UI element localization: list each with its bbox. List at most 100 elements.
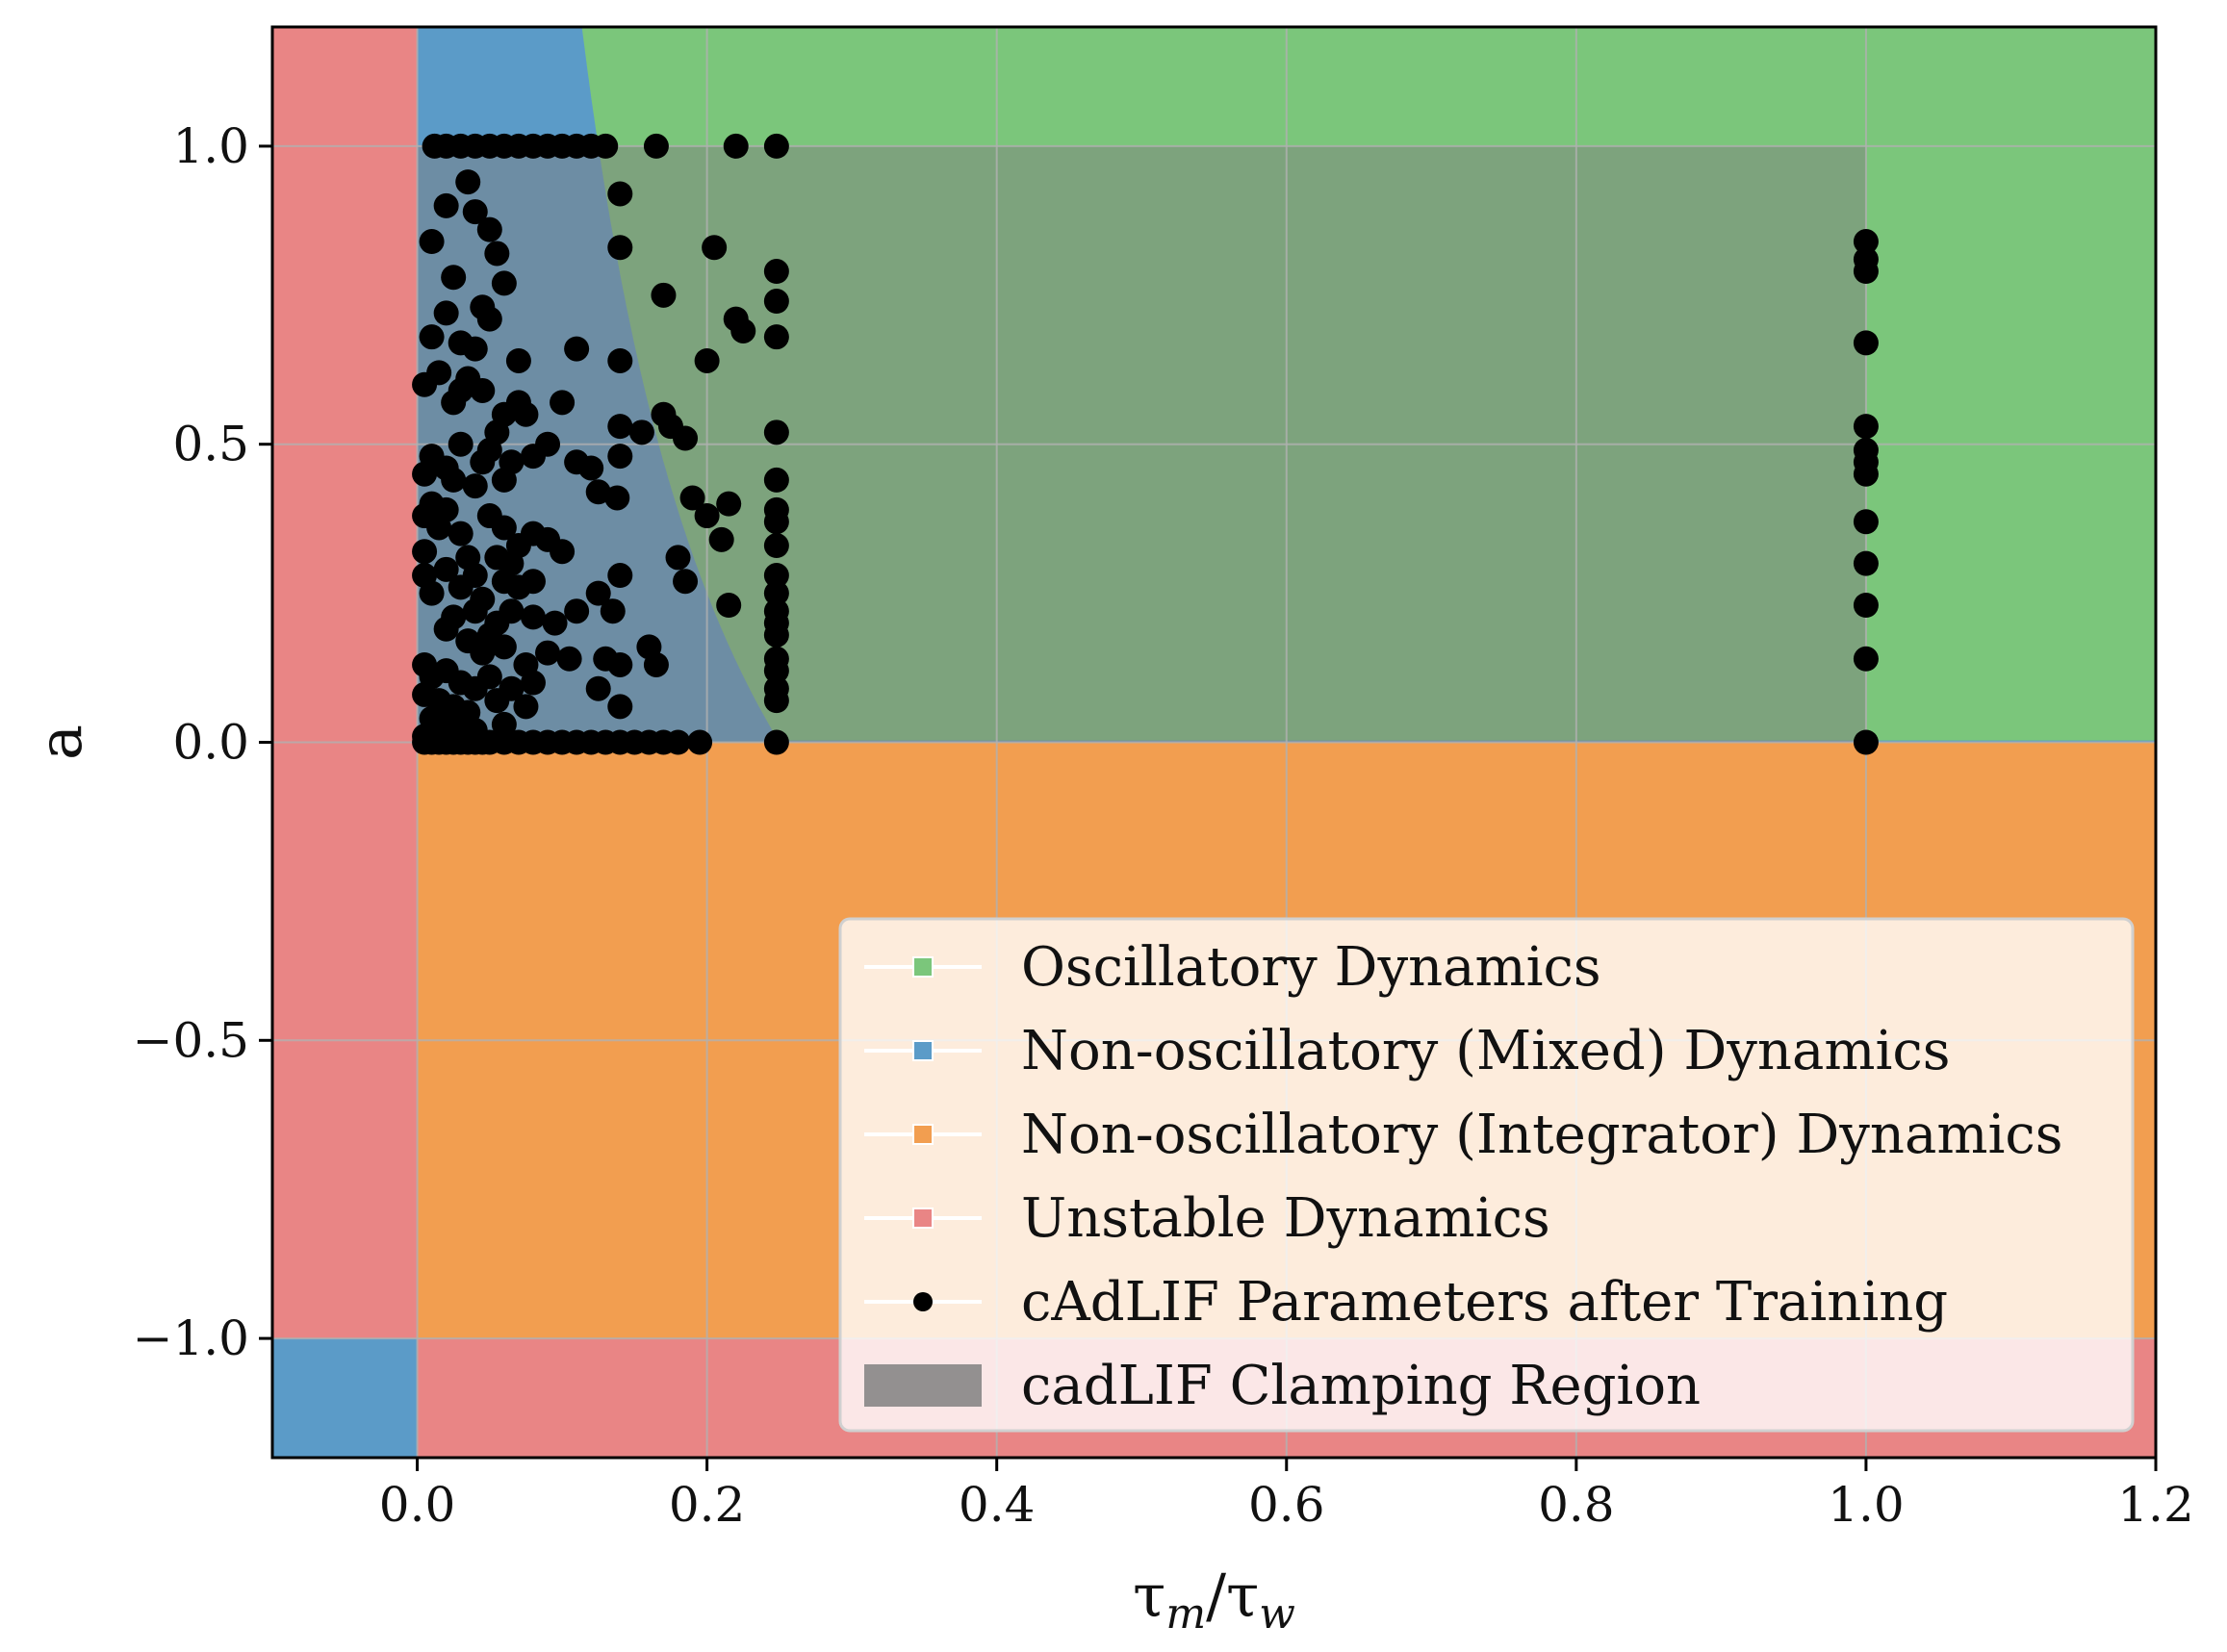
data-point	[550, 539, 576, 565]
data-point	[763, 324, 789, 350]
data-point	[499, 598, 525, 624]
data-point	[578, 455, 604, 481]
x-tick-label: 1.2	[2117, 1477, 2194, 1533]
data-point	[763, 289, 789, 315]
data-point	[412, 371, 438, 397]
legend-entry: cAdLIF Parameters after Training	[864, 1271, 1948, 1334]
data-point	[763, 563, 789, 589]
data-point	[763, 658, 789, 684]
data-point	[763, 729, 789, 755]
data-point	[1853, 229, 1879, 255]
data-point	[763, 509, 789, 535]
data-point	[687, 729, 713, 755]
data-point	[484, 419, 510, 445]
data-point	[1853, 646, 1879, 672]
data-point	[520, 604, 546, 630]
legend-entry: Non-oscillatory (Mixed) Dynamics	[864, 1020, 1950, 1082]
data-point	[585, 675, 611, 701]
data-point	[484, 241, 510, 267]
x-tick-label: 0.0	[379, 1477, 456, 1533]
data-point	[1853, 414, 1879, 440]
x-tick-label: 0.8	[1538, 1477, 1615, 1533]
data-point	[520, 670, 546, 696]
data-point	[763, 259, 789, 285]
data-point	[476, 306, 502, 332]
legend-marker	[912, 1040, 934, 1061]
data-point	[723, 133, 749, 159]
data-point	[607, 235, 633, 261]
data-point	[1853, 461, 1879, 487]
data-point	[542, 610, 568, 636]
data-point	[702, 235, 728, 261]
data-point	[651, 282, 677, 308]
data-point	[607, 444, 633, 470]
legend-entry: cadLIF Clamping Region	[864, 1355, 1701, 1417]
region-unstable-left	[272, 27, 418, 1339]
data-point	[433, 192, 459, 218]
data-point	[412, 461, 438, 487]
data-point	[448, 377, 474, 403]
legend-entry: Non-oscillatory (Integrator) Dynamics	[864, 1104, 2062, 1166]
data-point	[448, 521, 474, 546]
data-point	[1853, 729, 1879, 755]
y-tick-label: 0.0	[172, 715, 249, 771]
data-point	[419, 324, 445, 350]
y-tick-label: −1.0	[133, 1310, 249, 1366]
data-point	[708, 526, 734, 552]
x-tick-label: 0.6	[1248, 1477, 1325, 1533]
data-point	[556, 646, 582, 672]
data-point	[673, 569, 699, 595]
legend-label: cAdLIF Parameters after Training	[1021, 1271, 1948, 1334]
legend-label: Non-oscillatory (Integrator) Dynamics	[1021, 1104, 2062, 1166]
data-point	[484, 688, 510, 714]
legend-patch	[864, 1364, 982, 1407]
data-point	[1853, 592, 1879, 618]
data-point	[433, 556, 459, 582]
region-mixed-corner	[272, 1338, 418, 1458]
data-point	[470, 377, 496, 403]
legend-marker	[912, 956, 934, 978]
scatter-points-layer	[412, 133, 1879, 755]
data-point	[763, 467, 789, 493]
data-point	[491, 270, 517, 296]
legend-marker	[913, 1292, 933, 1311]
data-point	[763, 622, 789, 648]
x-tick-label: 1.0	[1828, 1477, 1905, 1533]
data-point	[476, 216, 502, 242]
data-point	[520, 569, 546, 595]
data-point	[628, 419, 654, 445]
legend-label: Non-oscillatory (Mixed) Dynamics	[1021, 1020, 1950, 1082]
data-point	[1853, 550, 1879, 576]
data-point	[694, 503, 720, 529]
data-point	[441, 467, 467, 493]
data-point	[448, 574, 474, 600]
data-point	[763, 580, 789, 606]
data-point	[730, 318, 756, 343]
data-point	[462, 598, 488, 624]
data-point	[607, 414, 633, 440]
data-point	[1853, 259, 1879, 285]
legend-entry: Oscillatory Dynamics	[864, 936, 1601, 999]
data-point	[763, 133, 789, 159]
x-tick-label: 0.2	[669, 1477, 746, 1533]
data-point	[433, 300, 459, 326]
data-point	[694, 347, 720, 373]
data-point	[604, 485, 630, 511]
data-point	[455, 169, 481, 195]
x-tick-label: 0.4	[959, 1477, 1036, 1533]
legend: Oscillatory Dynamics Non-oscillatory (Mix…	[838, 917, 2135, 1433]
data-point	[665, 545, 691, 571]
data-point	[462, 336, 488, 362]
data-point	[564, 336, 590, 362]
data-point	[535, 431, 561, 457]
data-point	[600, 598, 626, 624]
data-point	[476, 664, 502, 690]
data-point	[419, 580, 445, 606]
data-point	[607, 694, 633, 720]
legend-marker	[912, 1124, 934, 1145]
data-point	[550, 390, 576, 416]
data-point	[716, 592, 742, 618]
data-point	[763, 419, 789, 445]
ticks-layer: 0.0 0.2 0.4 0.6 0.8 1.0 1.2 −1.0 −0.5 0.0 0.5 1.0	[133, 118, 2194, 1533]
